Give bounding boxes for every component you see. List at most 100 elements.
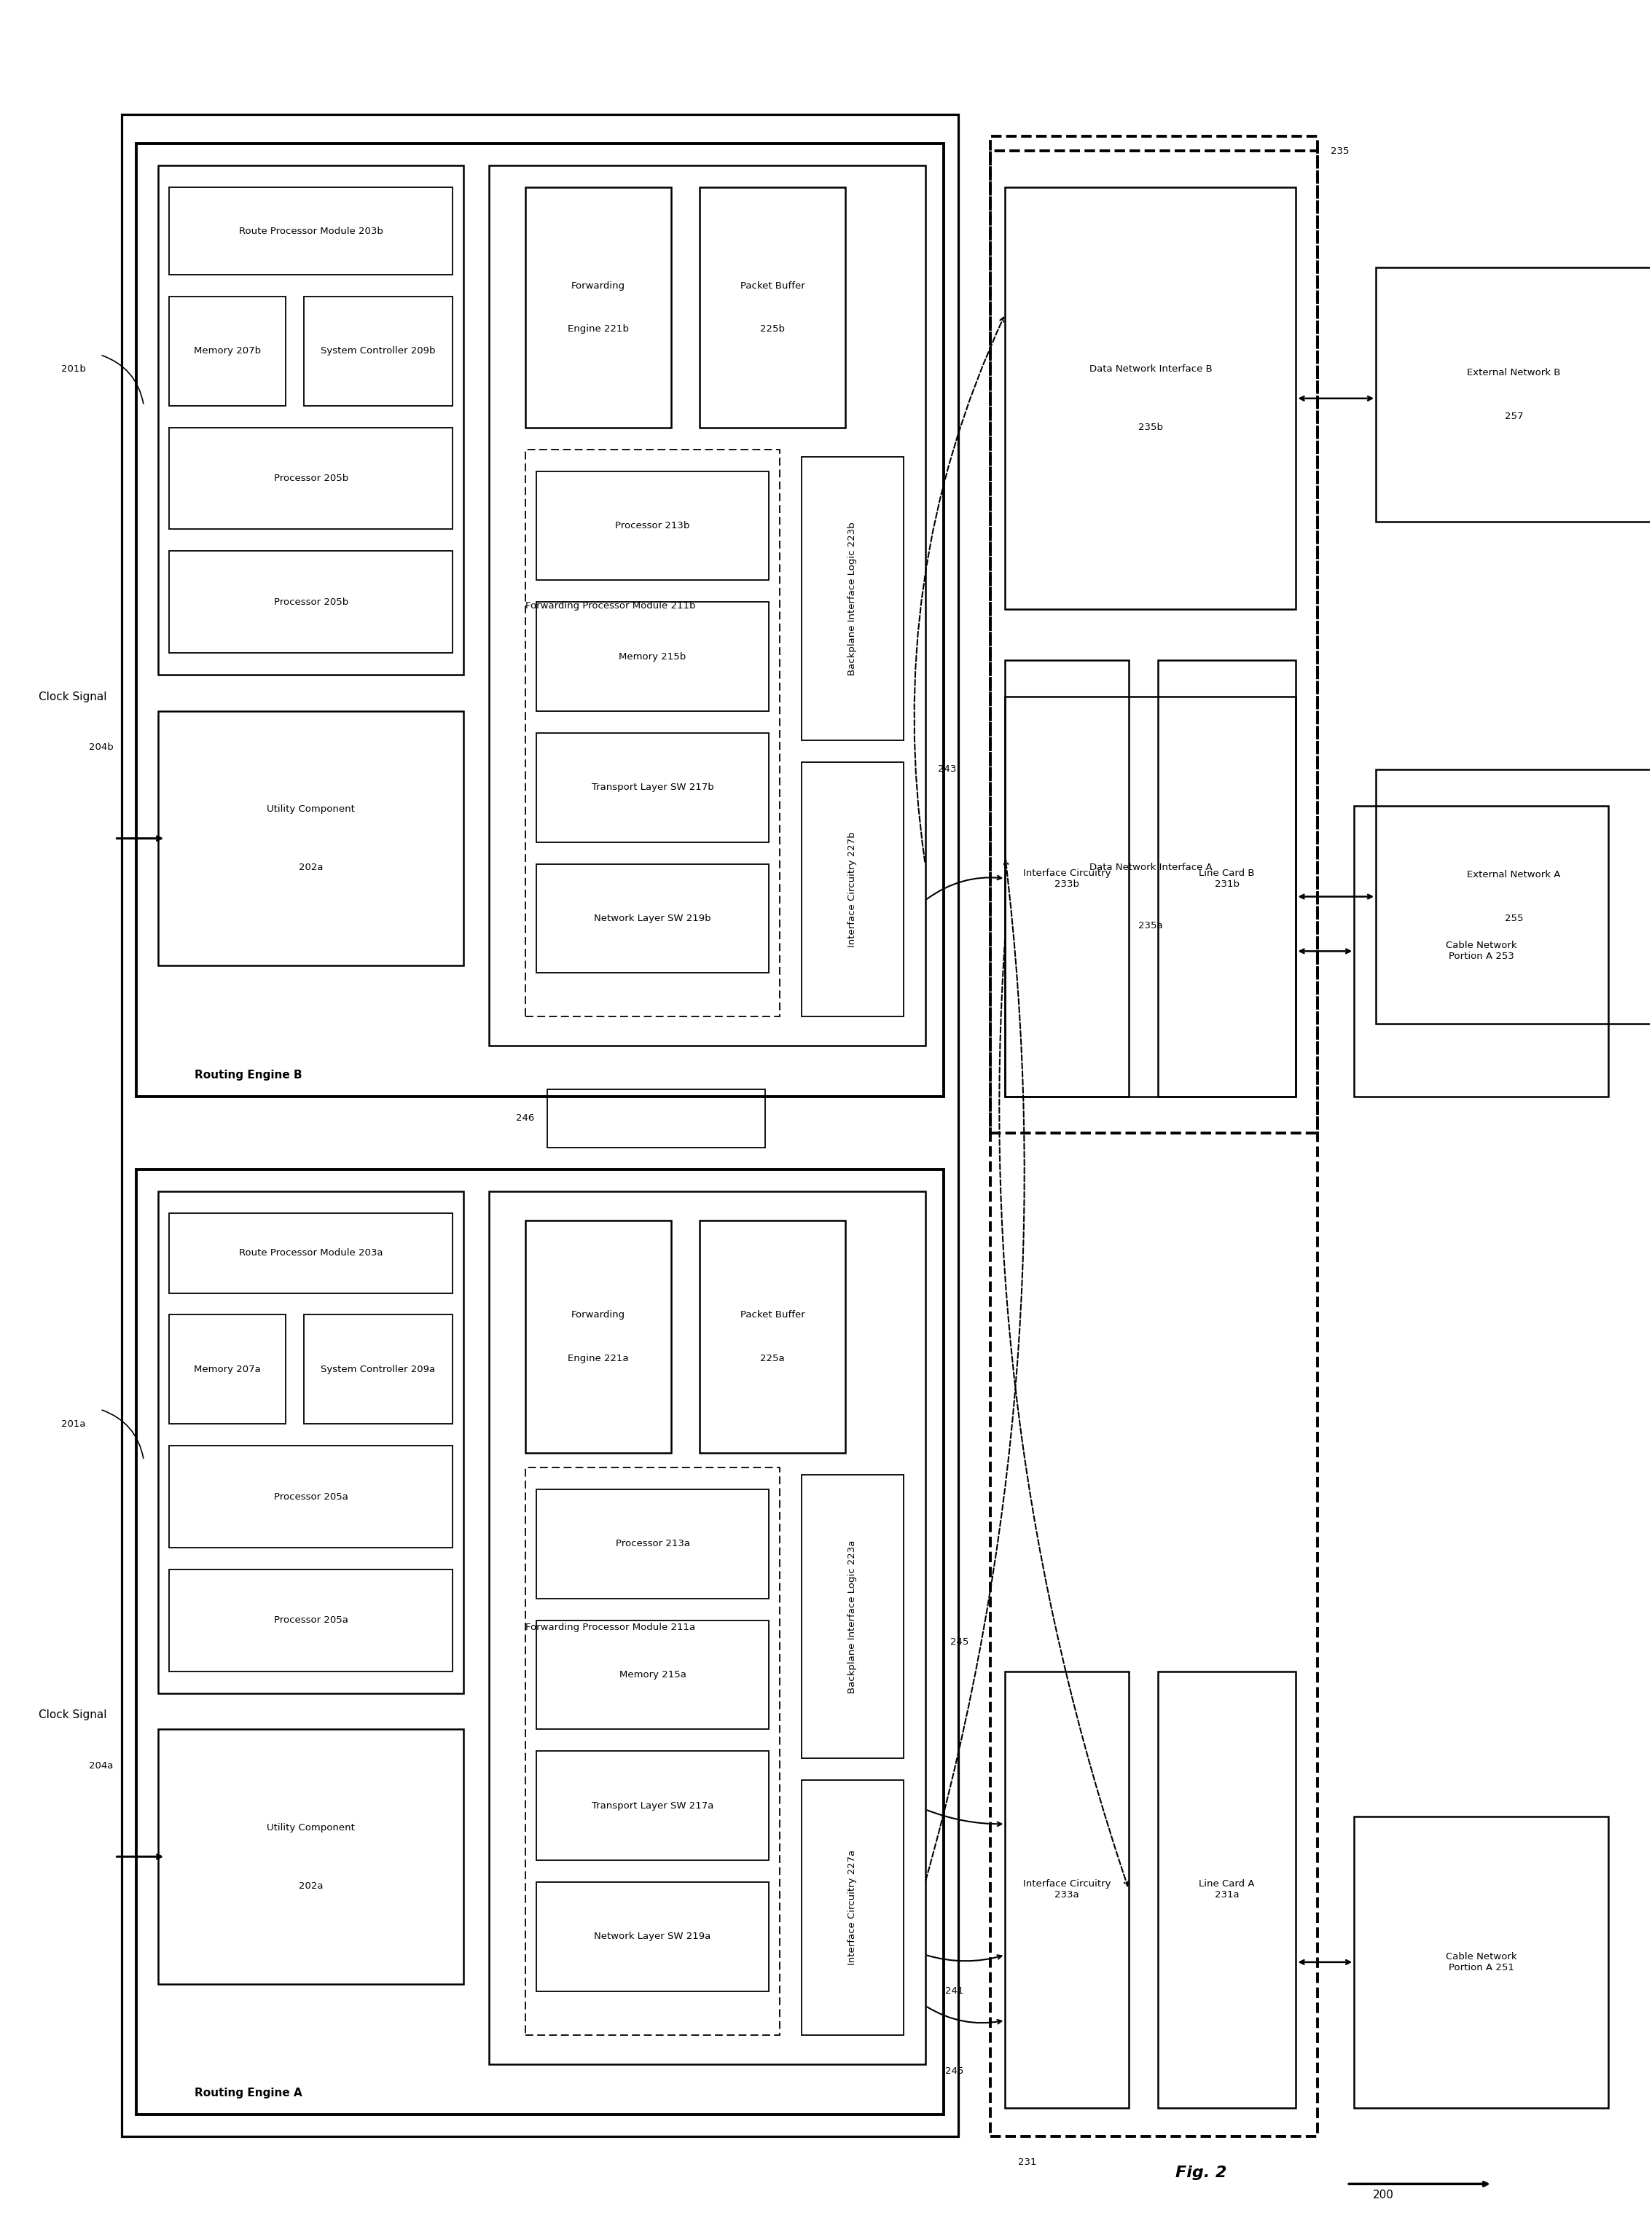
Text: 231: 231 [1018, 2157, 1036, 2166]
Bar [1158, 661, 1295, 1097]
Bar [1355, 1816, 1609, 2108]
Bar [169, 296, 286, 405]
Bar [1004, 1672, 1128, 2108]
Text: 204a: 204a [89, 1761, 114, 1770]
Text: Fig. 2: Fig. 2 [1176, 2166, 1227, 2179]
Bar [547, 1089, 765, 1149]
Text: 255: 255 [1505, 913, 1523, 924]
Bar [169, 427, 453, 530]
Bar [159, 1730, 464, 1983]
Bar [489, 1191, 925, 2064]
Text: 225a: 225a [760, 1353, 785, 1362]
Text: System Controller 209b: System Controller 209b [320, 347, 436, 356]
Bar [801, 456, 904, 741]
Text: Processor 205b: Processor 205b [274, 474, 349, 483]
Bar [137, 1169, 943, 2115]
Text: Network Layer SW 219a: Network Layer SW 219a [595, 1932, 710, 1941]
Text: Route Processor Module 203b: Route Processor Module 203b [240, 227, 383, 236]
Text: Processor 213a: Processor 213a [616, 1538, 691, 1549]
Text: Interface Circuitry 227b: Interface Circuitry 227b [847, 833, 857, 948]
Bar [169, 1316, 286, 1425]
Bar [537, 1883, 768, 1992]
Bar [489, 165, 925, 1046]
Text: Memory 207b: Memory 207b [193, 347, 261, 356]
Text: Interface Circuitry 227a: Interface Circuitry 227a [847, 1850, 857, 1966]
Bar [537, 732, 768, 841]
Bar [801, 1476, 904, 1759]
Text: Utility Component: Utility Component [268, 804, 355, 815]
Bar [1376, 770, 1652, 1024]
Text: Engine 221b: Engine 221b [568, 325, 629, 334]
Text: Routing Engine A: Routing Engine A [195, 2088, 302, 2099]
Bar [1004, 661, 1128, 1097]
Text: 243: 243 [938, 764, 957, 775]
Text: Route Processor Module 203a: Route Processor Module 203a [240, 1249, 383, 1258]
Text: Line Card A
231a: Line Card A 231a [1199, 1879, 1256, 1899]
Bar [137, 145, 943, 1097]
Text: Engine 221a: Engine 221a [568, 1353, 628, 1362]
Text: 200: 200 [1373, 2190, 1394, 2199]
Bar [304, 296, 453, 405]
Bar [537, 1621, 768, 1730]
Text: Backplane Interface Logic 223a: Backplane Interface Logic 223a [847, 1540, 857, 1694]
Text: Forwarding Processor Module 211b: Forwarding Processor Module 211b [525, 601, 695, 610]
Text: Clock Signal: Clock Signal [38, 1710, 106, 1721]
Text: Backplane Interface Logic 223b: Backplane Interface Logic 223b [847, 521, 857, 674]
Bar [537, 601, 768, 710]
Bar [991, 136, 1318, 2137]
Text: Routing Engine B: Routing Engine B [195, 1068, 302, 1080]
Bar [525, 1220, 671, 1454]
Text: Processor 205a: Processor 205a [274, 1616, 349, 1625]
Text: Memory 207a: Memory 207a [193, 1365, 261, 1373]
Bar [537, 1489, 768, 1598]
Text: 201a: 201a [61, 1420, 86, 1429]
Bar [991, 151, 1318, 1133]
Text: 202a: 202a [299, 864, 324, 873]
Bar [159, 710, 464, 966]
Text: Utility Component: Utility Component [268, 1823, 355, 1832]
Text: 257: 257 [1505, 412, 1523, 421]
Text: 201b: 201b [61, 365, 86, 374]
Bar [1004, 697, 1295, 1097]
Text: Packet Buffer: Packet Buffer [740, 1311, 805, 1320]
Bar [169, 1445, 453, 1547]
Text: Forwarding: Forwarding [572, 280, 624, 289]
Bar [304, 1316, 453, 1425]
Bar [525, 450, 780, 1017]
Text: 235a: 235a [1138, 922, 1163, 930]
Bar [525, 187, 671, 427]
Bar [801, 1781, 904, 2035]
Bar [1355, 806, 1609, 1097]
Text: Processor 205a: Processor 205a [274, 1491, 349, 1500]
Text: Packet Buffer: Packet Buffer [740, 280, 805, 289]
Bar [1158, 1672, 1295, 2108]
Text: 245: 245 [945, 2066, 963, 2077]
Text: Processor 213b: Processor 213b [615, 521, 691, 530]
Text: Interface Circuitry
233a: Interface Circuitry 233a [1023, 1879, 1110, 1899]
Text: External Network B: External Network B [1467, 367, 1561, 378]
Bar [537, 472, 768, 581]
Bar [169, 187, 453, 274]
Text: Transport Layer SW 217a: Transport Layer SW 217a [591, 1801, 714, 1810]
Text: Memory 215a: Memory 215a [620, 1670, 686, 1681]
Bar [700, 187, 846, 427]
Bar [169, 1569, 453, 1672]
Text: Forwarding Processor Module 211a: Forwarding Processor Module 211a [525, 1623, 695, 1632]
Text: 235: 235 [1330, 147, 1350, 156]
Bar [159, 1191, 464, 1694]
Bar [122, 116, 958, 2137]
Text: 204b: 204b [89, 743, 114, 752]
Text: 235b: 235b [1138, 423, 1163, 432]
Text: Data Network Interface B: Data Network Interface B [1089, 365, 1213, 374]
Text: 225b: 225b [760, 325, 785, 334]
Bar [169, 552, 453, 652]
Text: Network Layer SW 219b: Network Layer SW 219b [595, 913, 710, 924]
Bar [1004, 187, 1295, 610]
Text: Memory 215b: Memory 215b [620, 652, 686, 661]
Text: Clock Signal: Clock Signal [38, 690, 106, 701]
Bar [1376, 267, 1652, 523]
Text: Processor 205b: Processor 205b [274, 597, 349, 608]
Bar [700, 1220, 846, 1454]
Bar [169, 1213, 453, 1293]
Text: System Controller 209a: System Controller 209a [320, 1365, 436, 1373]
